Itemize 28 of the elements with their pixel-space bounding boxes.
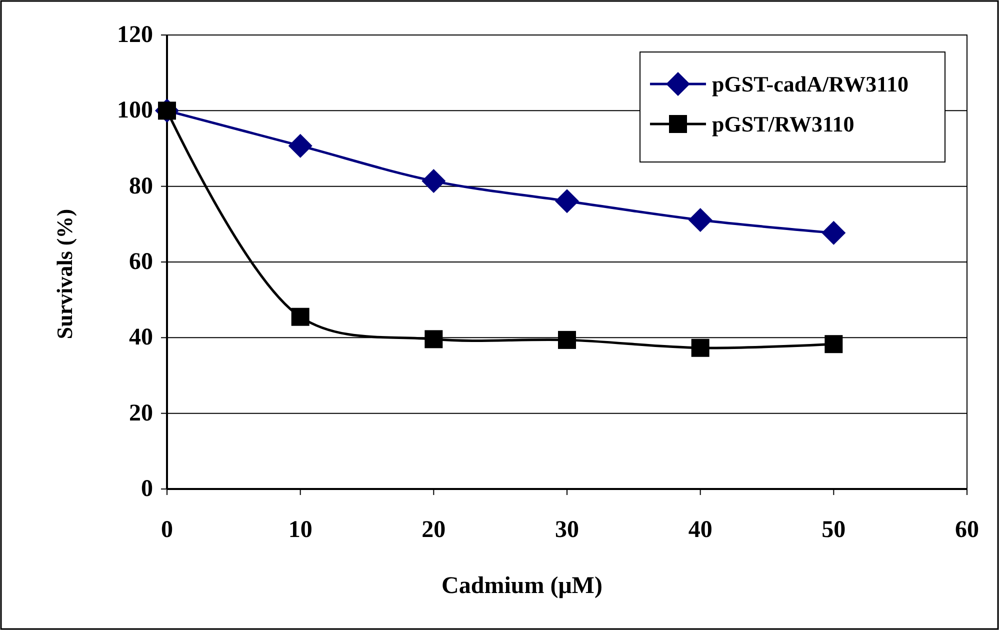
y-tick-label: 120: [117, 22, 153, 48]
y-tick-label: 40: [129, 324, 153, 351]
x-tick-label: 30: [555, 517, 579, 543]
point: [824, 335, 843, 354]
y-tick-label: 100: [117, 98, 153, 124]
y-tick-label: 0: [141, 476, 153, 502]
point: [424, 330, 443, 348]
x-tick-label: 20: [422, 517, 446, 543]
point: [558, 330, 576, 349]
point: [555, 189, 579, 214]
x-tick-label: 40: [688, 517, 712, 543]
point: [691, 338, 710, 357]
point: [688, 208, 712, 232]
legend-label: pGST/RW3110: [712, 112, 854, 136]
point: [291, 308, 310, 326]
x-tick-label: 0: [161, 517, 173, 543]
legend-label: pGST-cadA/RW3110: [712, 72, 908, 96]
y-axis-title: Survivals (%): [52, 208, 77, 340]
x-tick-label: 10: [288, 517, 312, 543]
y-tick-label: 60: [129, 249, 153, 275]
point: [422, 169, 446, 194]
y-tick-label: 80: [129, 173, 153, 200]
y-tick-label: 20: [129, 400, 153, 426]
x-tick-label: 60: [955, 517, 979, 543]
x-axis-title: Cadmium (μM): [442, 573, 602, 599]
x-tick-label: 50: [822, 517, 846, 543]
point: [288, 134, 312, 158]
point: [822, 220, 846, 245]
